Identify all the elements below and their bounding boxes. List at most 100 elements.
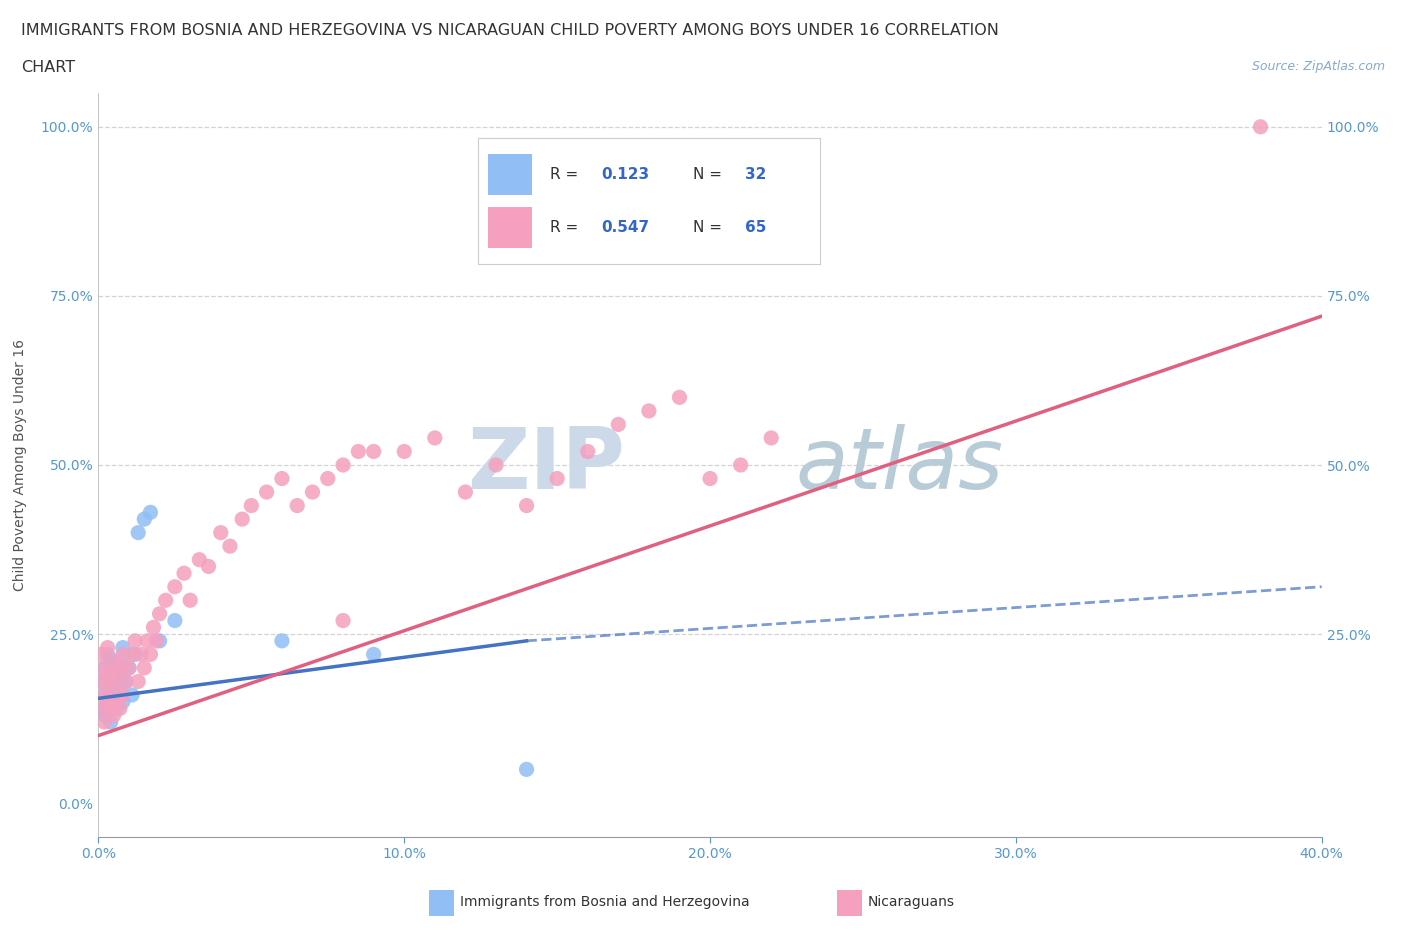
- Point: [93, 714, 115, 729]
- Point: [121, 647, 143, 662]
- Point: [105, 701, 128, 716]
- Point: [90, 701, 112, 716]
- Text: Immigrants from Bosnia and Herzegovina: Immigrants from Bosnia and Herzegovina: [460, 895, 749, 910]
- Point: [231, 512, 253, 526]
- Point: [256, 485, 278, 499]
- Point: [103, 654, 125, 669]
- Point: [93, 708, 115, 723]
- Point: [127, 674, 149, 689]
- Point: [730, 458, 752, 472]
- Point: [142, 620, 165, 635]
- Point: [93, 687, 115, 702]
- Point: [136, 633, 159, 648]
- Point: [576, 444, 599, 458]
- Point: [485, 458, 508, 472]
- Point: [637, 404, 661, 418]
- Point: [149, 606, 172, 621]
- Point: [93, 660, 115, 675]
- Point: [270, 472, 292, 486]
- Point: [118, 660, 141, 675]
- Point: [111, 640, 134, 655]
- Point: [134, 512, 156, 526]
- Point: [103, 687, 125, 702]
- Point: [163, 579, 186, 594]
- Point: [105, 667, 128, 682]
- Point: [347, 444, 370, 458]
- Text: atlas: atlas: [796, 423, 1004, 507]
- Point: [105, 695, 128, 710]
- Point: [179, 592, 201, 607]
- Point: [301, 485, 323, 499]
- Point: [139, 647, 162, 662]
- Point: [363, 647, 385, 662]
- Point: [90, 674, 112, 689]
- Point: [97, 695, 120, 710]
- Point: [332, 458, 354, 472]
- Text: Nicaraguans: Nicaraguans: [868, 895, 955, 910]
- Point: [145, 633, 167, 648]
- Point: [139, 505, 162, 520]
- Point: [270, 633, 292, 648]
- Point: [124, 647, 146, 662]
- Point: [97, 667, 120, 682]
- Point: [111, 647, 134, 662]
- Point: [363, 444, 385, 458]
- Point: [197, 559, 219, 574]
- Point: [100, 681, 122, 696]
- Point: [90, 701, 112, 716]
- Point: [108, 681, 131, 696]
- Point: [149, 633, 172, 648]
- Point: [105, 667, 128, 682]
- Point: [240, 498, 263, 513]
- Point: [97, 695, 120, 710]
- Point: [332, 613, 354, 628]
- Text: CHART: CHART: [21, 60, 75, 75]
- Point: [97, 647, 120, 662]
- Point: [111, 695, 134, 710]
- Point: [100, 674, 122, 689]
- Point: [127, 525, 149, 540]
- Point: [111, 687, 134, 702]
- Point: [759, 431, 782, 445]
- Point: [209, 525, 232, 540]
- Point: [516, 498, 538, 513]
- Point: [97, 667, 120, 682]
- Point: [699, 472, 721, 486]
- Point: [134, 660, 156, 675]
- Point: [516, 762, 538, 777]
- Point: [219, 538, 242, 553]
- Point: [124, 633, 146, 648]
- Point: [1249, 119, 1271, 134]
- Point: [115, 674, 138, 689]
- Point: [108, 701, 131, 716]
- Point: [121, 687, 143, 702]
- Point: [163, 613, 186, 628]
- Point: [155, 592, 177, 607]
- Y-axis label: Child Poverty Among Boys Under 16: Child Poverty Among Boys Under 16: [13, 339, 27, 591]
- Point: [129, 647, 152, 662]
- Point: [103, 681, 125, 696]
- Point: [454, 485, 477, 499]
- Point: [90, 674, 112, 689]
- Point: [90, 647, 112, 662]
- Point: [188, 552, 211, 567]
- Point: [93, 660, 115, 675]
- Point: [100, 714, 122, 729]
- Point: [100, 701, 122, 716]
- Point: [546, 472, 568, 486]
- Point: [100, 654, 122, 669]
- Point: [108, 660, 131, 675]
- Point: [173, 565, 195, 580]
- Point: [118, 660, 141, 675]
- Point: [108, 654, 131, 669]
- Text: Source: ZipAtlas.com: Source: ZipAtlas.com: [1251, 60, 1385, 73]
- Point: [423, 431, 446, 445]
- Point: [97, 640, 120, 655]
- Point: [103, 708, 125, 723]
- Point: [93, 687, 115, 702]
- Point: [607, 417, 630, 432]
- Point: [115, 674, 138, 689]
- Point: [316, 472, 339, 486]
- Text: ZIP: ZIP: [467, 423, 624, 507]
- Point: [392, 444, 416, 458]
